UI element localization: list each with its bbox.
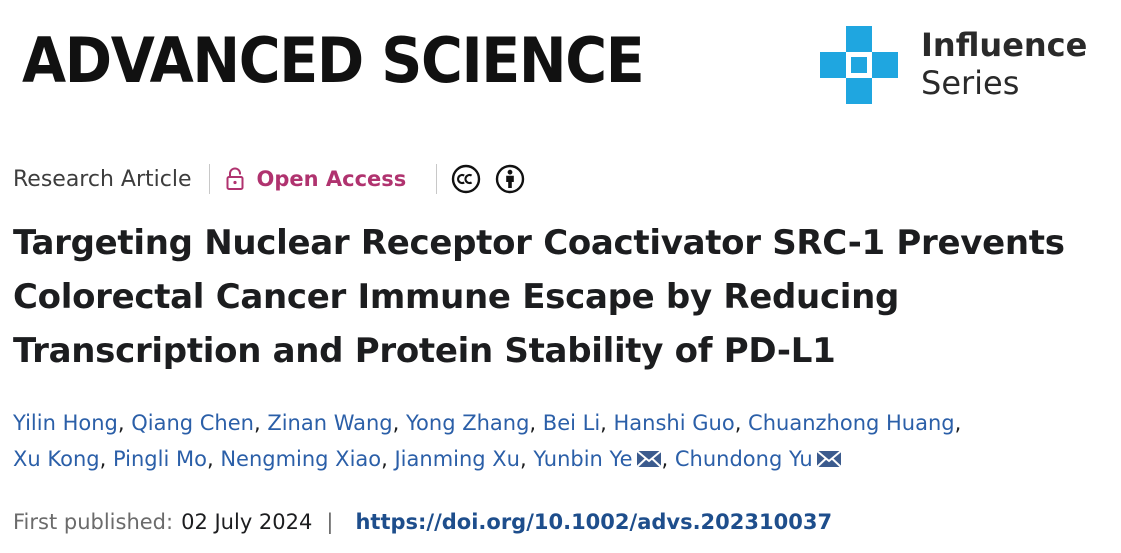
author-link[interactable]: Zinan Wang [267, 411, 393, 435]
title-line: Targeting Nuclear Receptor Coactivator S… [13, 223, 1065, 263]
title-line: Colorectal Cancer Immune Escape by Reduc… [13, 277, 900, 317]
author-link[interactable]: Jianming Xu [394, 447, 520, 471]
mail-icon[interactable] [635, 449, 662, 469]
author-separator: , [954, 411, 962, 435]
author-separator: , [734, 411, 749, 435]
title-line: Transcription and Protein Stability of P… [13, 331, 836, 371]
author-link[interactable]: Bei Li [542, 411, 601, 435]
author-separator: , [206, 447, 221, 471]
creative-commons-icon[interactable] [451, 164, 481, 194]
author-separator: , [520, 447, 534, 471]
mail-icon[interactable] [816, 449, 842, 469]
series-title: Influence [921, 26, 1088, 64]
article-title: Targeting Nuclear Receptor Coactivator S… [13, 216, 1113, 378]
masthead: ADVANCED SCIENCE Influence Series [0, 0, 1121, 120]
divider: | [326, 510, 334, 534]
article-meta-row: Research Article Open Access [13, 160, 539, 198]
divider [436, 164, 438, 194]
author-link[interactable]: Pingli Mo [112, 447, 207, 471]
divider [209, 164, 211, 194]
lock-open-icon [226, 167, 244, 190]
open-access-badge[interactable]: Open Access [226, 167, 406, 191]
author-separator: , [529, 411, 543, 435]
author-link[interactable]: Yunbin Ye [533, 447, 633, 471]
author-link[interactable]: Yong Zhang [406, 411, 530, 435]
author-separator: , [392, 411, 407, 435]
author-link[interactable]: Chuanzhong Huang [748, 411, 955, 435]
author-link[interactable]: Hanshi Guo [613, 411, 735, 435]
author-separator: , [600, 411, 614, 435]
plus-mosaic-icon [820, 26, 898, 104]
author-separator: , [99, 447, 113, 471]
series-subtitle: Series [921, 64, 1020, 102]
publication-info: First published: 02 July 2024 | https://… [13, 505, 832, 539]
open-access-label: Open Access [256, 167, 407, 191]
doi-link[interactable]: https://doi.org/10.1002/advs.202310037 [355, 510, 833, 534]
author-separator: , [117, 411, 132, 435]
publication-date: 02 July 2024 [181, 510, 313, 534]
article-type: Research Article [13, 166, 192, 192]
first-published-label: First published: [13, 510, 174, 534]
author-separator: , [661, 447, 675, 471]
author-link[interactable]: Xu Kong [13, 447, 100, 471]
author-link[interactable]: Nengming Xiao [220, 447, 382, 471]
author-list: Yilin Hong, Qiang Chen, Zinan Wang, Yong… [13, 405, 1113, 477]
author-link[interactable]: Qiang Chen [131, 411, 254, 435]
attribution-icon[interactable] [495, 164, 525, 194]
author-link[interactable]: Yilin Hong [13, 411, 118, 435]
author-separator: , [253, 411, 268, 435]
author-link[interactable]: Chundong Yu [674, 447, 813, 471]
journal-logo[interactable]: ADVANCED SCIENCE [22, 24, 645, 97]
author-separator: , [381, 447, 395, 471]
influence-series-logo[interactable]: Influence Series [820, 26, 1110, 106]
